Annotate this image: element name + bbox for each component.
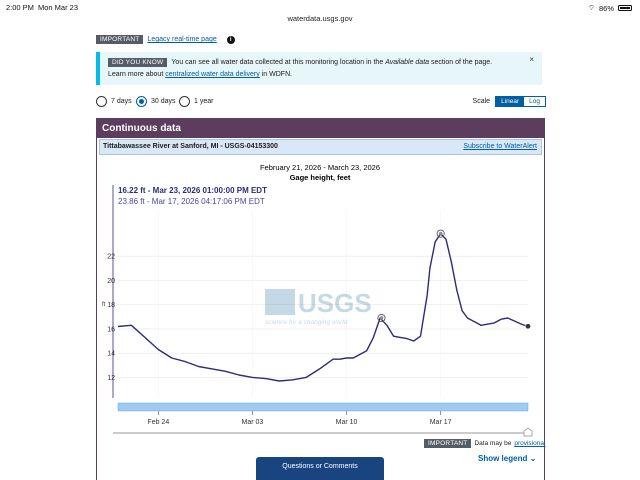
dyk-line2-after: in WDFN. [261,71,293,78]
status-battery-text: 86% [598,3,614,13]
radio-7-days[interactable]: 7 days [96,96,132,107]
did-you-know-text: You can see all water data collected at … [171,59,492,66]
radio-label: 30 days [151,98,176,105]
did-you-know-alert: DID YOU KNOW You can see all water data … [96,52,542,85]
important-tag: IMPORTANT [96,35,144,44]
highlight-marker-dot [438,231,443,236]
provisional-notice: IMPORTANT Data may be provisional [424,439,545,448]
y-axis-ticks: 12 14 16 18 20 22 [107,254,115,382]
chart-subtitle: Gage height, feet [290,173,351,182]
y-tick-label: 16 [107,326,115,333]
y-tick-label: 18 [107,302,115,309]
gage-height-series-line [117,233,529,382]
watermark-text: USGS [298,288,372,318]
x-tick-label: Mar 10 [336,419,358,426]
tooltip-peak-value: 23.86 ft - Mar 17, 2026 04:17:06 PM EDT [118,197,265,206]
address-bar[interactable]: waterdata.usgs.gov [287,14,353,23]
tooltip-current-value: 16.22 ft - Mar 23, 2026 01:00:00 PM EDT [118,186,267,195]
status-right: ⌔ 86% [588,3,632,13]
usgs-watermark: USGS science for a changing world [265,288,372,326]
y-tick-label: 14 [107,351,115,358]
scale-toggle: Scale Linear Log [473,96,546,107]
show-legend-label: Show legend [478,454,528,463]
x-tick-label: Mar 17 [430,419,452,426]
y-tick-label: 12 [107,375,115,382]
scale-segmented-control: Linear Log [495,96,546,107]
scale-linear-button[interactable]: Linear [496,97,525,106]
dyk-text-after: section of the page. [431,59,493,66]
time-slider-handle[interactable] [523,427,533,437]
radio-icon[interactable] [179,96,190,107]
wifi-icon: ⌔ [587,3,595,12]
grid-lines [118,210,528,398]
radio-30-days[interactable]: 30 days [136,96,176,107]
scale-log-button[interactable]: Log [524,97,545,106]
radio-selected-icon[interactable] [136,96,147,107]
subscribe-wateralert-link[interactable]: Subscribe to WaterAlert [463,143,537,150]
current-value-marker [525,323,531,330]
chart-title: February 21, 2026 - March 23, 2026 [260,163,380,172]
provisional-link[interactable]: provisional [514,440,546,447]
continuous-data-panel: Continuous data Tittabawassee River at S… [96,118,545,480]
scale-label: Scale [472,98,491,105]
status-bar: 2:00 PM Mon Mar 23 ⌔ 86% [0,0,640,14]
y-tick-label: 20 [107,278,115,285]
highlight-marker [377,313,386,323]
y-unit-label: ft [102,302,106,308]
dyk-text-before: You can see all water data collected at … [171,59,384,66]
centralized-delivery-link[interactable]: centralized water data delivery [165,71,260,78]
provisional-text: Data may be [474,440,512,447]
did-you-know-line2: Learn more about centralized water data … [108,71,292,78]
important-banner: IMPORTANT Legacy real-time page i [96,35,235,44]
questions-comments-button[interactable]: Questions or Comments [256,457,384,480]
dyk-line2-before: Learn more about [108,71,164,78]
info-icon[interactable]: i [226,35,235,44]
highlight-marker-dot [379,316,384,320]
close-icon[interactable]: × [529,55,534,64]
site-bar: Tittabawassee River at Sanford, MI - USG… [99,139,542,155]
brush-band[interactable] [117,402,529,412]
dyk-italic: Available data [385,59,430,66]
chevron-down-icon: ⌄ [529,454,537,463]
y-tick-label: 22 [107,254,115,261]
series-layer [117,233,529,382]
did-you-know-tag: DID YOU KNOW [108,58,168,67]
radio-label: 1 year [194,98,214,105]
watermark-tagline: science for a changing world [265,319,348,326]
highlight-marker [436,229,445,238]
radio-1-year[interactable]: 1 year [179,96,213,107]
x-axis-ticks: Feb 24 Mar 03 Mar 10 Mar 17 [147,411,452,426]
battery-icon [618,5,632,11]
x-tick-label: Feb 24 [147,419,169,426]
status-time: 2:00 PM [6,3,34,12]
marker-layer [377,229,531,330]
status-date: Mon Mar 23 [38,3,79,12]
site-name: Tittabawassee River at Sanford, MI - USG… [103,143,278,150]
provisional-important-tag: IMPORTANT [424,439,472,448]
radio-label: 7 days [111,98,132,105]
radio-icon[interactable] [96,96,107,107]
show-legend-toggle[interactable]: Show legend ⌄ [478,454,536,463]
did-you-know-line1: DID YOU KNOW You can see all water data … [108,58,492,67]
time-range-selector: 7 days 30 days 1 year Scale Linear Log [96,96,546,110]
legacy-page-link[interactable]: Legacy real-time page [147,36,217,43]
watermark-logo-mark [265,289,295,315]
panel-title: Continuous data [97,119,544,138]
x-tick-label: Mar 03 [242,419,264,426]
